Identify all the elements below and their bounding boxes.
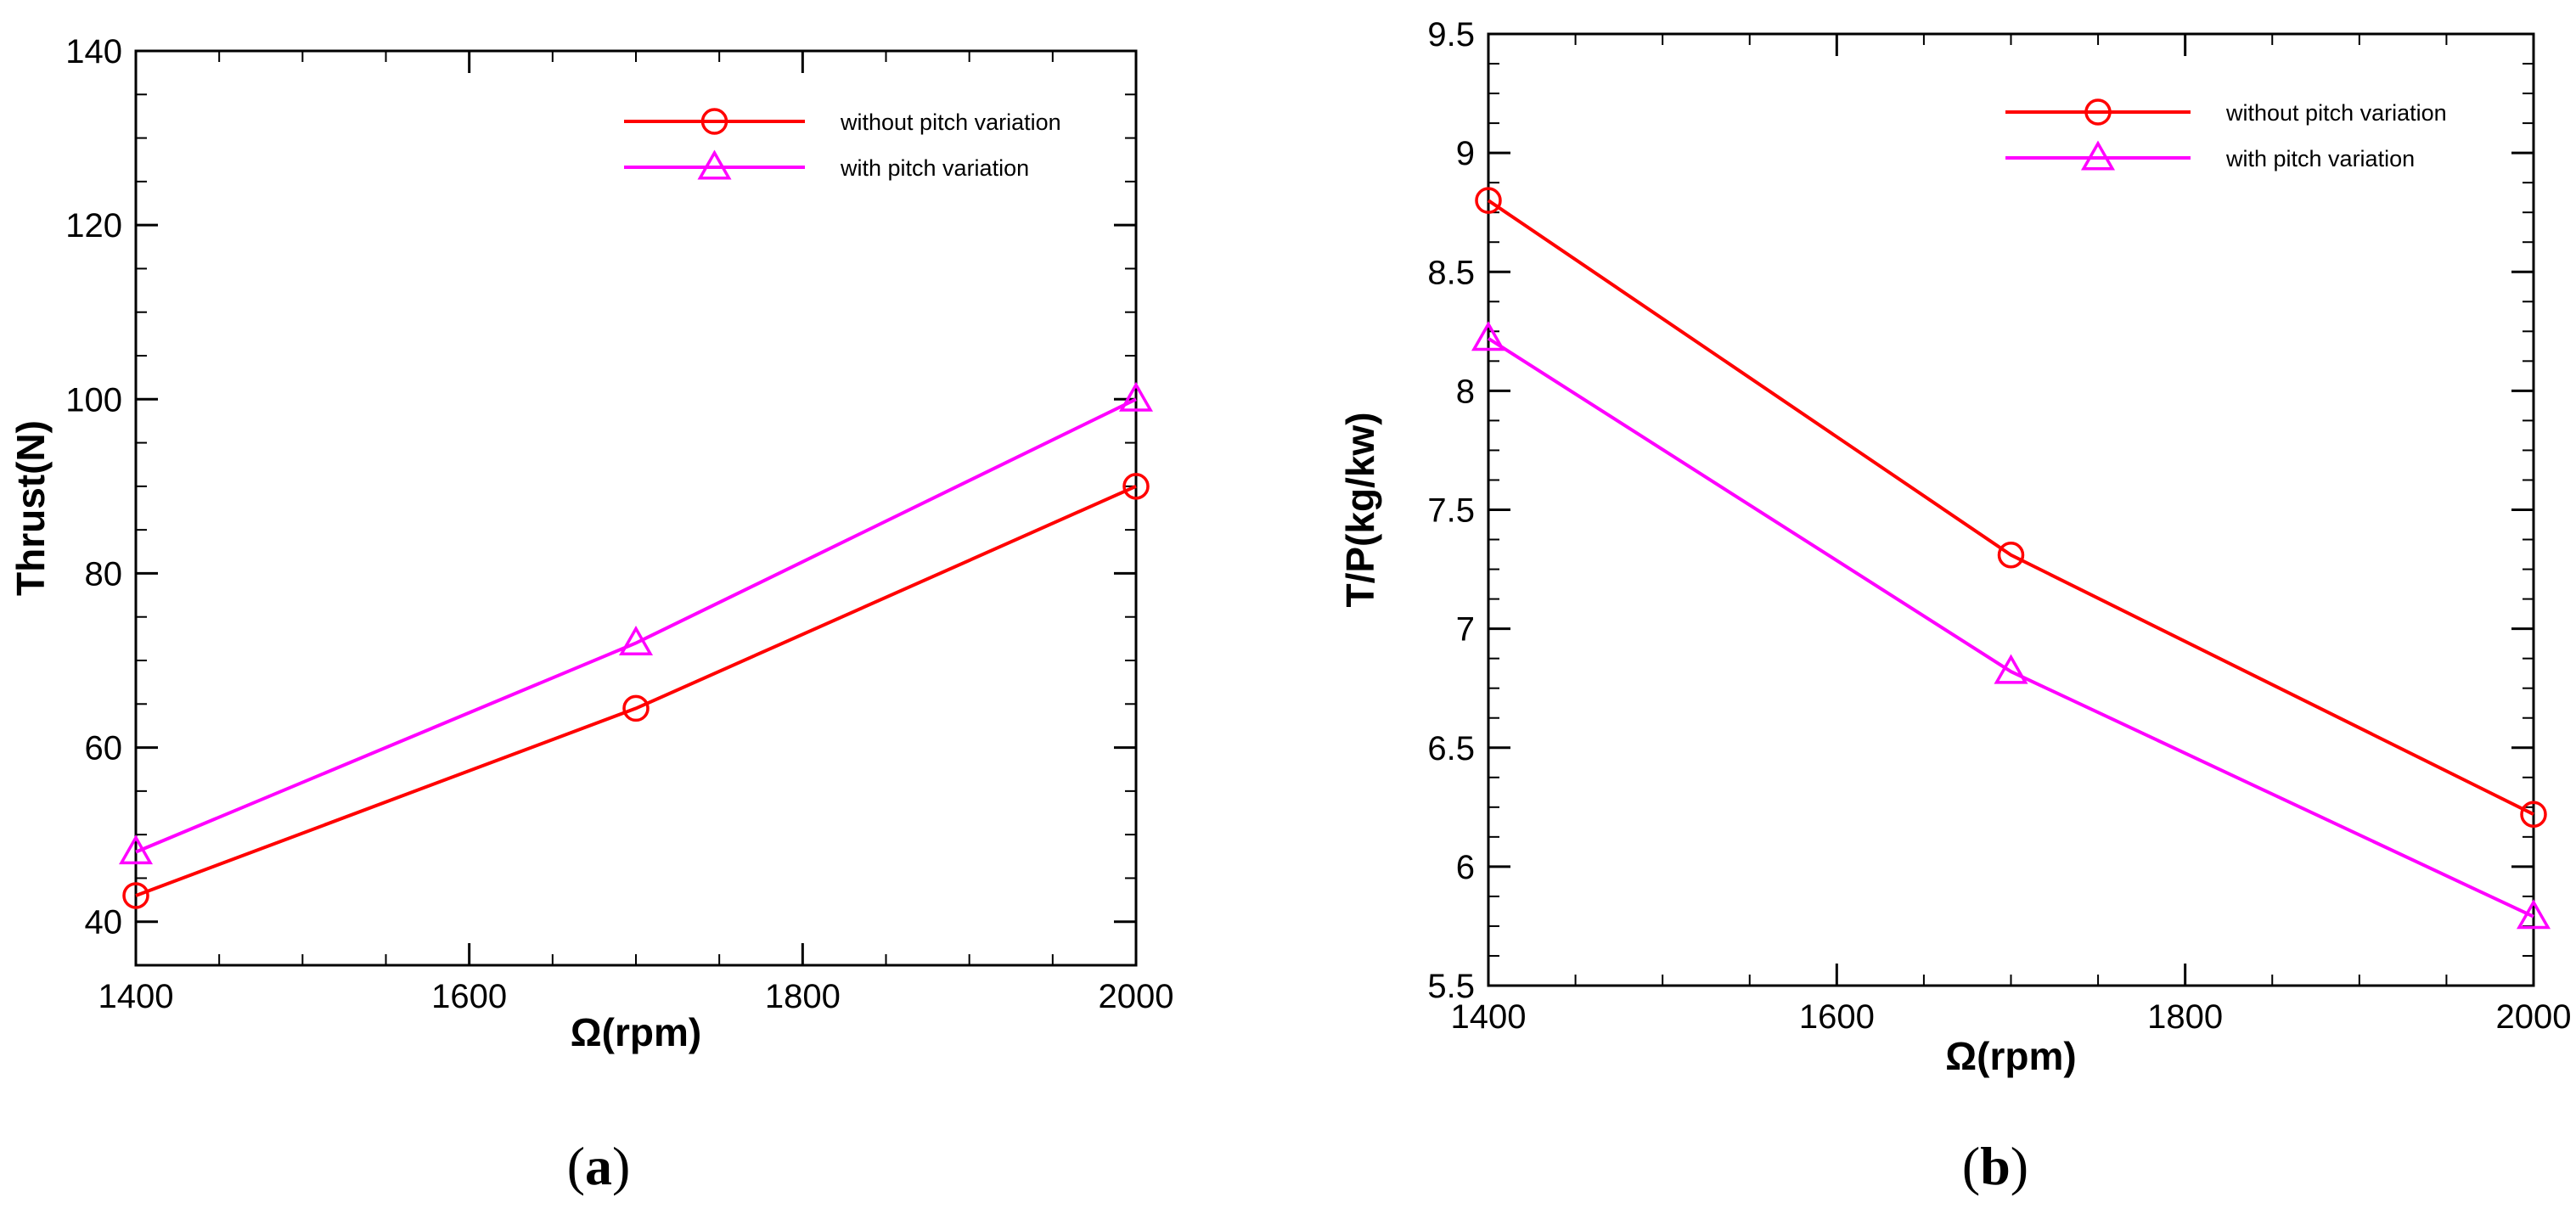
- x-axis-title: Ω(rpm): [1945, 1034, 2076, 1078]
- data-point-marker: [622, 694, 650, 722]
- data-point-marker: [1994, 654, 2028, 684]
- x-tick-label: 2000: [1099, 978, 1174, 1015]
- x-tick-label: 1400: [98, 978, 174, 1015]
- series-with-pitch-variation: [1471, 321, 2551, 930]
- data-point-marker: [122, 882, 149, 909]
- legend-label: without pitch variation: [2225, 100, 2447, 126]
- y-tick-label: 140: [65, 33, 122, 70]
- y-tick-label: 7.5: [1427, 492, 1475, 530]
- y-tick-label: 7: [1456, 611, 1475, 649]
- x-tick-label: 1600: [431, 978, 507, 1015]
- series-line: [135, 397, 1137, 854]
- y-tick-label: 8: [1456, 373, 1475, 410]
- y-tick-label: 100: [65, 381, 122, 419]
- legend-label: with pitch variation: [840, 155, 1029, 181]
- x-tick-label: 2000: [2496, 998, 2572, 1036]
- data-point-marker: [618, 625, 654, 655]
- legend-marker: [2084, 98, 2112, 126]
- plot-frame: [134, 49, 1138, 967]
- data-point-marker: [1475, 187, 1502, 214]
- y-tick-label: 120: [65, 207, 122, 244]
- legend-marker: [700, 108, 728, 135]
- x-tick-label: 1600: [1799, 998, 1875, 1036]
- legend: without pitch variation with pitch variat…: [2005, 98, 2447, 171]
- y-tick-label: 9: [1456, 135, 1475, 172]
- panel-label: (a): [567, 1136, 631, 1196]
- series-line: [1487, 337, 2534, 919]
- series-line: [1487, 199, 2534, 817]
- chart-panel-b: 5.5 6 6.5 7 7.5 8 8.5 9 9.5 1400 1600 1800 2000 Ω(rpm…: [1338, 16, 2571, 1196]
- data-point-marker: [118, 834, 154, 865]
- series-line: [135, 485, 1137, 897]
- legend-label: without pitch variation: [840, 110, 1061, 135]
- legend: without pitch variation with pitch variat…: [624, 108, 1061, 181]
- y-tick-label: 40: [85, 904, 123, 941]
- x-tick-label: 1800: [2147, 998, 2223, 1036]
- data-point-marker: [1122, 473, 1150, 500]
- panel-label: (b): [1962, 1136, 2028, 1196]
- data-point-marker: [2520, 801, 2547, 828]
- data-point-marker: [1997, 541, 2025, 569]
- series-without-pitch-variation: [1475, 187, 2547, 828]
- data-point-marker: [1118, 381, 1154, 412]
- x-tick-label: 1800: [765, 978, 841, 1015]
- y-tick-label: 6: [1456, 849, 1475, 886]
- y-tick-label: 8.5: [1427, 254, 1475, 291]
- legend-label: with pitch variation: [2225, 146, 2415, 171]
- series-without-pitch-variation: [122, 473, 1150, 909]
- y-tick-label: 5.5: [1427, 968, 1475, 1005]
- panel-letter: b: [1980, 1136, 2011, 1196]
- x-axis-title: Ω(rpm): [571, 1010, 701, 1054]
- legend-marker: [2080, 140, 2116, 171]
- series-with-pitch-variation: [118, 381, 1154, 865]
- data-point-marker: [2516, 899, 2551, 930]
- panel-letter: a: [585, 1136, 612, 1196]
- x-tick-label: 1400: [1451, 998, 1527, 1036]
- y-tick-label: 80: [85, 555, 123, 593]
- data-point-marker: [1471, 321, 1506, 351]
- y-tick-label: 9.5: [1427, 16, 1475, 53]
- y-tick-label: 60: [85, 730, 123, 767]
- legend-marker: [697, 149, 732, 180]
- y-tick-label: 6.5: [1427, 730, 1475, 767]
- y-axis-title: T/P(kg/kw): [1338, 412, 1382, 607]
- chart-panel-a: 40 60 80 100 120 140 1400 1600 1800 2000 Ω(rpm) Thr…: [8, 33, 1173, 1196]
- y-axis-title: Thrust(N): [8, 420, 53, 596]
